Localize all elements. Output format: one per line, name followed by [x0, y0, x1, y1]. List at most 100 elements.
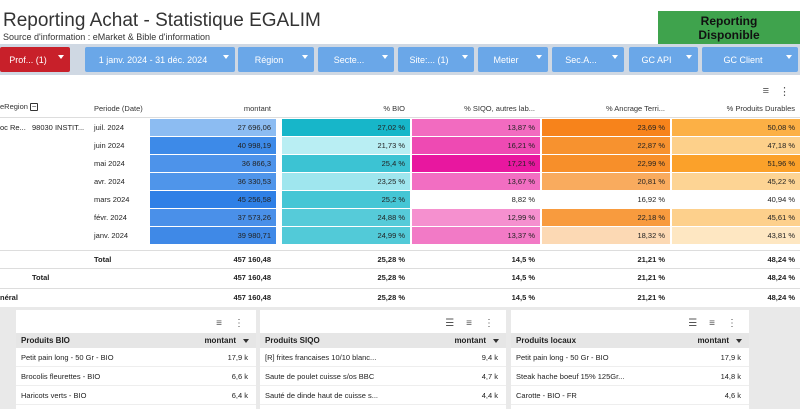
filter-label: Site:...	[409, 54, 435, 65]
filter-region[interactable]: Région	[238, 47, 314, 72]
card-title: Produits locaux	[516, 336, 577, 345]
total-durables: 48,24 %	[767, 255, 795, 264]
filter-profil[interactable]: Prof... (1)	[0, 47, 70, 72]
item-value: 6,4 k	[231, 391, 248, 400]
sliders-icon[interactable]: ☰	[688, 318, 698, 329]
item-value: 17,9 k	[227, 353, 248, 362]
filter-icon[interactable]: ≡	[466, 318, 472, 329]
filter-label: Metier	[493, 54, 519, 65]
total-ancrage: 21,21 %	[637, 255, 665, 264]
filter-label: GC API	[641, 54, 672, 65]
filter-gc-api[interactable]: GC API	[629, 47, 698, 72]
card-column-header[interactable]: montant	[454, 336, 486, 345]
filter-sec-a[interactable]: Sec.A...	[552, 47, 624, 72]
col-header-durables[interactable]: % Produits Durables	[726, 104, 795, 113]
filter-date-range[interactable]: 1 janv. 2024 - 31 déc. 2024	[85, 47, 235, 72]
total-siqo: 14,5 %	[511, 293, 535, 302]
filter-icon[interactable]: ≡	[709, 318, 715, 329]
card-header: Produits SIQO montant	[260, 333, 506, 348]
card-column-header[interactable]: montant	[697, 336, 729, 345]
chevron-down-icon	[686, 55, 692, 59]
cell-durables: 50,08 %	[672, 119, 800, 136]
page-title: Reporting Achat - Statistique EGALIM	[3, 10, 321, 31]
col-header-periode[interactable]: Periode (Date)	[94, 104, 143, 113]
row-divider	[0, 288, 800, 289]
filter-bar: Prof... (1) 1 janv. 2024 - 31 déc. 2024 …	[0, 44, 800, 75]
total-label: Total	[32, 273, 50, 282]
list-item[interactable]: Petit pain long - 50 Gr - BIO 17,9 k	[511, 349, 749, 367]
cell-periode: mai 2024	[94, 159, 125, 168]
cell-bio: 25,4 %	[282, 155, 410, 172]
filter-icon[interactable]: ≡	[762, 85, 769, 97]
sort-desc-icon[interactable]	[493, 339, 499, 343]
more-options-icon[interactable]: ⋮	[484, 318, 494, 329]
item-name: Sauté de dinde haut de cuisse s...	[265, 391, 378, 400]
filter-count: (1)	[437, 54, 449, 65]
filter-label: Secte...	[333, 54, 365, 65]
reporting-status-badge: Reporting Disponible	[658, 11, 800, 45]
total-siqo: 14,5 %	[511, 273, 535, 282]
chevron-down-icon	[536, 55, 542, 59]
list-item[interactable]: Steak hache boeuf 15% 125Gr... 14,8 k	[511, 368, 749, 386]
list-item[interactable]: [R] frites francaises 10/10 blanc... 9,4 …	[260, 349, 506, 367]
list-item[interactable]: Sauté de dinde haut de cuisse s... 4,4 k	[260, 387, 506, 405]
cell-ancrage: 22,87 %	[542, 137, 670, 154]
item-value: 17,9 k	[720, 353, 741, 362]
cell-periode: juin 2024	[94, 141, 125, 150]
filter-label: Prof...	[9, 54, 34, 65]
group-label-region: oc Re...	[0, 123, 26, 132]
filter-site[interactable]: Site:... (1)	[398, 47, 474, 72]
cell-siqo: 8,82 %	[412, 191, 540, 208]
filter-icon[interactable]: ≡	[216, 318, 222, 329]
more-options-icon[interactable]: ⋮	[727, 318, 737, 329]
cell-ancrage: 22,18 %	[542, 209, 670, 226]
cell-periode: juil. 2024	[94, 123, 125, 132]
sort-desc-icon[interactable]	[736, 339, 742, 343]
cell-ancrage: 18,32 %	[542, 227, 670, 244]
col-header-ancrage[interactable]: % Ancrage Terri...	[605, 104, 665, 113]
collapse-icon[interactable]: −	[30, 102, 39, 112]
list-item[interactable]: Carotte - BIO - FR 4,6 k	[511, 387, 749, 405]
sliders-icon[interactable]: ☰	[445, 318, 455, 329]
col-header-siqo[interactable]: % SIQO, autres lab...	[464, 104, 535, 113]
chevron-down-icon	[462, 55, 468, 59]
item-name: Petit pain long - 50 Gr - BIO	[21, 353, 114, 362]
cell-ancrage: 22,99 %	[542, 155, 670, 172]
cell-bio: 27,02 %	[282, 119, 410, 136]
cell-durables: 45,22 %	[672, 173, 800, 190]
card-column-header[interactable]: montant	[204, 336, 236, 345]
chevron-down-icon	[223, 55, 229, 59]
list-item[interactable]: Brocolis fleurettes - BIO 6,6 k	[16, 368, 256, 386]
cell-periode: mars 2024	[94, 195, 130, 204]
row-divider	[0, 250, 800, 251]
chevron-down-icon	[382, 55, 388, 59]
page-subtitle: Source d'information : eMarket & Bible d…	[3, 32, 211, 42]
list-item[interactable]: Saute de poulet cuisse s/os BBC 4,7 k	[260, 368, 506, 386]
total-montant: 457 160,48	[233, 273, 271, 282]
list-item[interactable]: Haricots verts - BIO 6,4 k	[16, 387, 256, 405]
filter-gc-client[interactable]: GC Client	[702, 47, 798, 72]
filter-label: 1 janv. 2024 - 31 déc. 2024	[98, 54, 208, 65]
cell-bio: 24,99 %	[282, 227, 410, 244]
cell-ancrage: 23,69 %	[542, 119, 670, 136]
card-header: Produits BIO montant	[16, 333, 256, 348]
cell-montant: 37 573,26	[150, 209, 276, 226]
list-item[interactable]: Petit pain long - 50 Gr - BIO 17,9 k	[16, 349, 256, 367]
sort-desc-icon[interactable]	[243, 339, 249, 343]
col-header-montant[interactable]: montant	[243, 104, 271, 113]
col-header-bio[interactable]: % BIO	[383, 104, 405, 113]
item-name: Saute de poulet cuisse s/os BBC	[265, 372, 375, 381]
cell-montant: 27 696,06	[150, 119, 276, 136]
more-options-icon[interactable]: ⋮	[234, 318, 244, 329]
col-header-region[interactable]: eRegion −	[0, 102, 39, 112]
more-options-icon[interactable]: ⋮	[779, 86, 790, 98]
item-value: 14,8 k	[720, 372, 741, 381]
filter-secteur[interactable]: Secte...	[318, 47, 394, 72]
card-produits-siqo: ☰ ≡ ⋮ Produits SIQO montant [R] frites fra…	[260, 310, 506, 409]
cell-siqo: 13,67 %	[412, 173, 540, 190]
cell-durables: 40,94 %	[672, 191, 800, 208]
filter-metier[interactable]: Metier	[478, 47, 548, 72]
cell-bio: 24,88 %	[282, 209, 410, 226]
item-value: 6,6 k	[231, 372, 248, 381]
